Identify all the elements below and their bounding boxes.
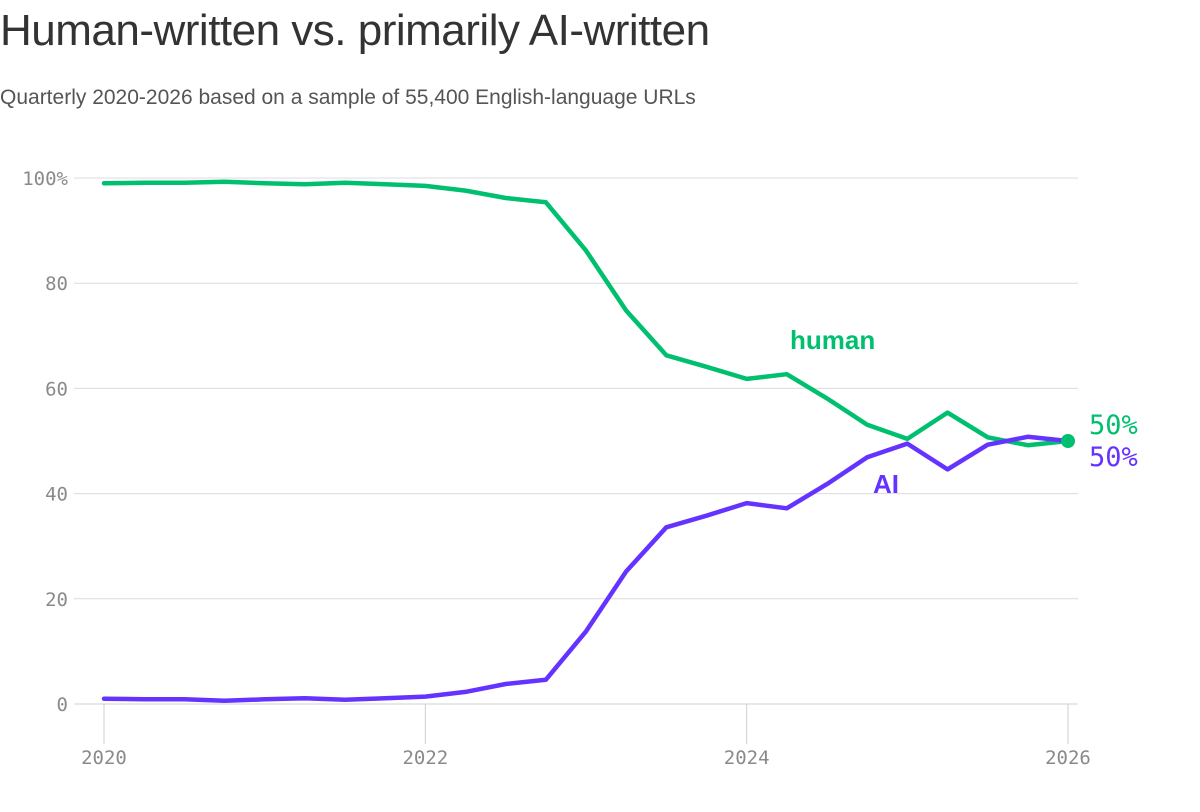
end-point-marker (1061, 434, 1075, 448)
chart-subtitle: Quarterly 2020-2026 based on a sample of… (0, 86, 696, 109)
x-tick-label: 2024 (724, 747, 770, 769)
end-value-human: 50% (1089, 410, 1138, 441)
chart-title: Human-written vs. primarily AI-written (0, 6, 710, 55)
y-tick-label: 40 (45, 484, 68, 506)
y-tick-label: 60 (45, 378, 68, 400)
y-tick-label: 20 (45, 589, 68, 611)
x-tick-label: 2020 (81, 747, 127, 769)
y-axis: 0 20 40 60 80 100% (22, 168, 68, 716)
series-line-human (101, 179, 1071, 448)
end-value-ai: 50% (1089, 442, 1138, 473)
y-tick-label: 0 (57, 694, 68, 716)
x-axis: 2020 2022 2024 2026 (81, 704, 1091, 769)
y-tick-label: 80 (45, 273, 68, 295)
x-tick-label: 2026 (1045, 747, 1091, 769)
series-line-ai (101, 434, 1071, 704)
gridlines (74, 177, 1078, 705)
y-tick-label: 100% (22, 168, 68, 190)
series-group (101, 179, 1075, 704)
series-labels: human AI 50%50% (790, 325, 1138, 499)
x-tick-label: 2022 (402, 747, 448, 769)
series-label-human: human (790, 325, 875, 355)
series-label-ai: AI (873, 469, 899, 499)
